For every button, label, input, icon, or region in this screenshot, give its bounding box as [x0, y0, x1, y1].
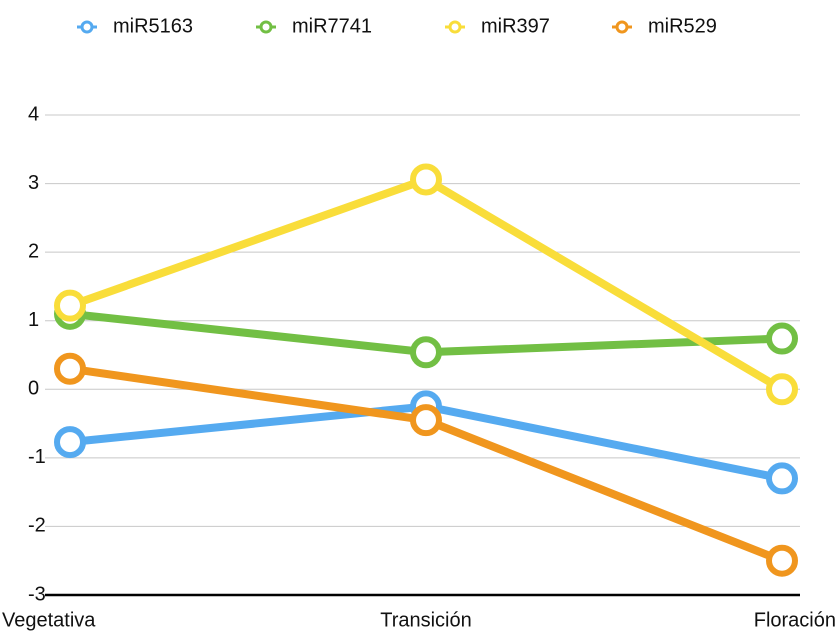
legend-marker [615, 20, 629, 34]
y-tick-label: 3 [28, 172, 39, 194]
data-point [766, 544, 798, 577]
legend-label: miR529 [648, 15, 717, 37]
legend-label: miR397 [481, 15, 550, 37]
legend-marker [448, 20, 462, 34]
data-point [410, 163, 442, 196]
legend-item: miR397 [445, 15, 550, 37]
legend-label: miR5163 [113, 15, 193, 37]
data-point [54, 426, 86, 459]
data-point [410, 336, 442, 369]
data-point [766, 462, 798, 495]
y-tick-label: -1 [28, 446, 46, 468]
data-point [54, 352, 86, 385]
data-point [766, 373, 798, 406]
x-tick-label: Vegetativa [2, 609, 96, 631]
x-tick-label: Transición [380, 609, 472, 631]
legend-label: miR7741 [292, 15, 372, 37]
y-tick-label: 2 [28, 240, 39, 262]
y-tick-label: 1 [28, 309, 39, 331]
legend-marker [80, 20, 94, 34]
data-point [410, 404, 442, 437]
legend-item: miR529 [612, 15, 717, 37]
y-tick-label: -3 [28, 583, 46, 605]
y-tick-label: 4 [28, 103, 39, 125]
legend-item: miR5163 [77, 15, 193, 37]
data-point [766, 322, 798, 355]
y-tick-label: -2 [28, 515, 46, 537]
data-point [54, 289, 86, 322]
y-tick-label: 0 [28, 378, 39, 400]
legend-marker [259, 20, 273, 34]
legend-item: miR7741 [256, 15, 372, 37]
x-tick-label: Floración [754, 609, 836, 631]
